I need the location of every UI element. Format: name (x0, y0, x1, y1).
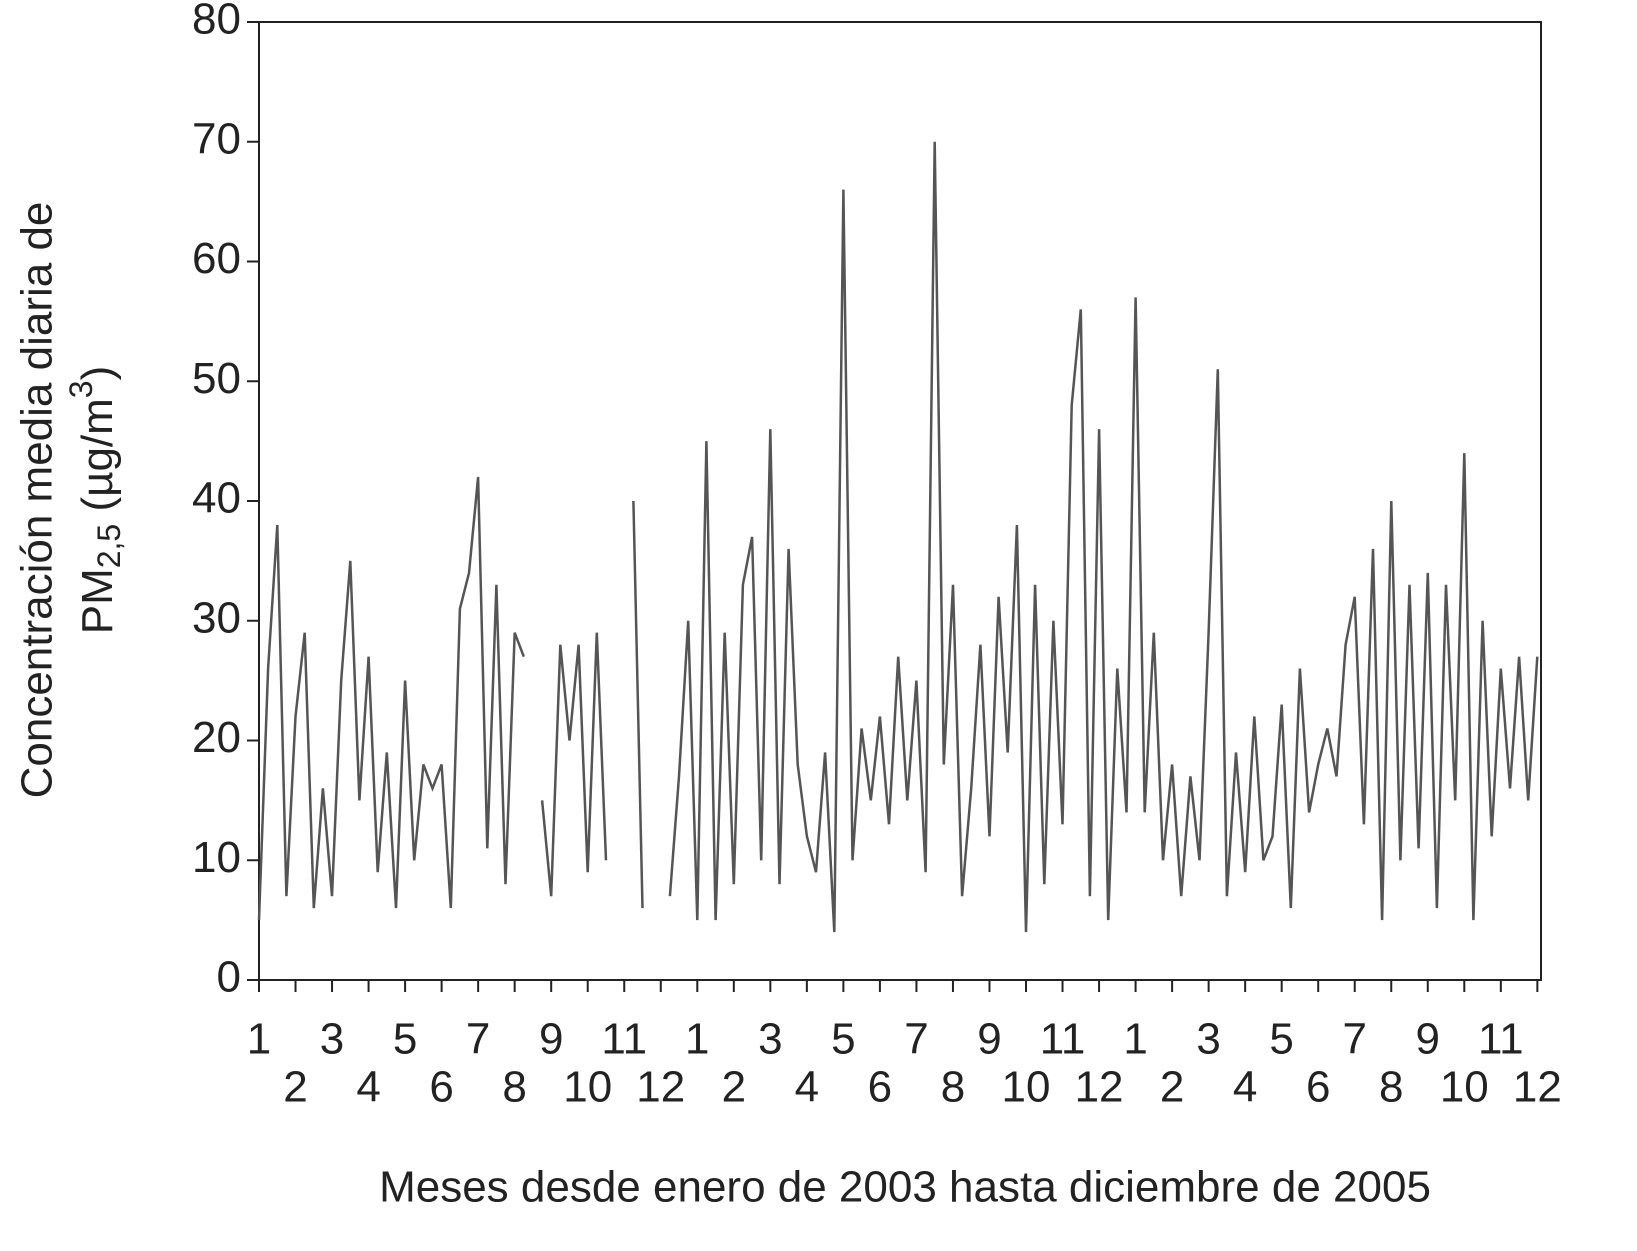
x-tick-label: 2 (283, 1063, 307, 1112)
x-tick-label: 2 (1160, 1063, 1184, 1112)
x-tick-label: 9 (539, 1015, 563, 1064)
x-tick-label: 1 (247, 1015, 271, 1064)
y-label-part: ) (73, 366, 122, 381)
x-tick-label: 11 (1040, 1015, 1086, 1064)
x-tick-label: 6 (429, 1063, 453, 1112)
y-tick-label: 20 (192, 713, 241, 762)
x-tick-label: 3 (320, 1015, 344, 1064)
x-tick-label: 3 (1196, 1015, 1220, 1064)
x-tick-label: 11 (601, 1015, 647, 1064)
y-label-line1: Concentración media diaria de (13, 202, 62, 799)
x-tick-label: 7 (904, 1015, 928, 1064)
y-tick-label: 50 (192, 354, 241, 403)
x-tick-label: 12 (636, 1063, 685, 1112)
x-tick-label: 1 (685, 1015, 709, 1064)
y-tick-label: 0 (217, 953, 241, 1002)
x-tick-label: 7 (1342, 1015, 1366, 1064)
x-tick-label: 8 (502, 1063, 526, 1112)
y-tick-label: 10 (192, 833, 241, 882)
x-tick-label: 12 (1075, 1063, 1124, 1112)
x-axis-label: Meses desde enero de 2003 hasta diciembr… (379, 1163, 1431, 1212)
x-tick-label: 4 (1233, 1063, 1257, 1112)
x-tick-label: 6 (1306, 1063, 1330, 1112)
x-tick-label: 2 (722, 1063, 746, 1112)
x-tick-label: 9 (977, 1015, 1001, 1064)
y-axis-label: Concentración media diaria de PM2,5 (µg/… (13, 202, 128, 799)
y-label-line2: PM2,5 (µg/m3) (63, 366, 127, 635)
y-label-part: PM (73, 568, 122, 634)
x-tick-label: 10 (1002, 1063, 1051, 1112)
y-label-sub: 2,5 (91, 524, 127, 568)
x-tick-label: 8 (1379, 1063, 1403, 1112)
x-tick-label: 9 (1416, 1015, 1440, 1064)
y-tick-label: 40 (192, 474, 241, 523)
y-tick-label: 80 (192, 0, 241, 44)
y-tick-label: 60 (192, 234, 241, 283)
x-tick-label: 10 (1440, 1063, 1489, 1112)
x-tick-label: 1 (1123, 1015, 1147, 1064)
x-tick-label: 5 (1269, 1015, 1293, 1064)
y-tick-label: 30 (192, 593, 241, 642)
x-tick-label: 11 (1478, 1015, 1524, 1064)
x-tick-label: 5 (393, 1015, 417, 1064)
x-tick-label: 10 (563, 1063, 612, 1112)
x-tick-label: 7 (466, 1015, 490, 1064)
x-tick-label: 4 (356, 1063, 380, 1112)
x-tick-label: 4 (795, 1063, 819, 1112)
x-tick-label: 8 (941, 1063, 965, 1112)
y-tick-label: 70 (192, 114, 241, 163)
plot-frame (258, 21, 1542, 981)
x-tick-label: 5 (831, 1015, 855, 1064)
x-tick-label: 12 (1513, 1063, 1562, 1112)
y-label-part: (µg/m (73, 398, 122, 524)
data-line (257, 141, 1539, 933)
y-label-sup: 3 (63, 380, 99, 398)
x-tick-label: 6 (868, 1063, 892, 1112)
x-tick-label: 3 (758, 1015, 782, 1064)
